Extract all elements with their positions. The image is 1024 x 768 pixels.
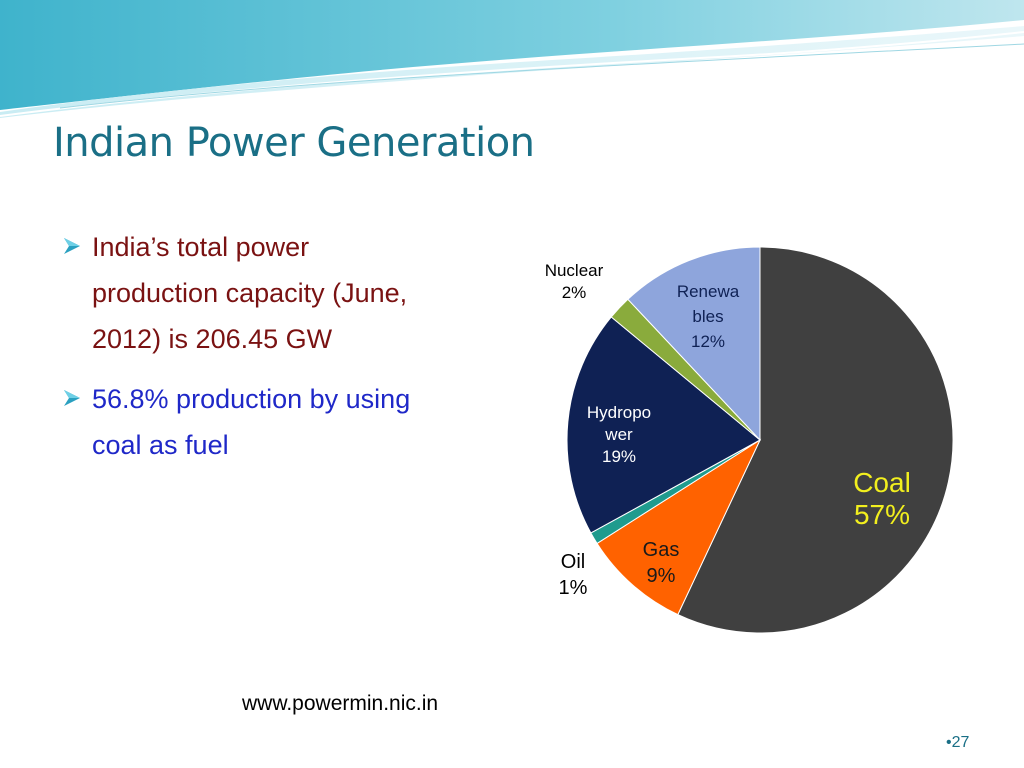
power-generation-pie-chart: Coal 57% Gas 9% Oil 1% Hydropo wer 19% Nuclear 2% R… — [545, 246, 954, 634]
pie-slice-gas — [596, 438, 762, 616]
data-label-oil: Oil 1% — [559, 551, 588, 599]
bullet-text-capacity: India’s total power production capacity … — [92, 232, 408, 354]
pie-slice-renewables — [627, 246, 761, 442]
bullet-capacity: India’s total power production capacity … — [62, 224, 442, 362]
pie-slice-coal — [677, 246, 954, 634]
data-label-nuclear: Nuclear 2% — [545, 261, 604, 302]
pie-slice-hydropower — [566, 316, 761, 534]
source-url: www.powermin.nic.in — [242, 692, 439, 715]
data-label-renewables: Renewa bles 12% — [677, 282, 740, 351]
header-wave-decoration — [0, 0, 1024, 118]
data-label-gas: Gas 9% — [643, 539, 680, 587]
data-label-hydropower: Hydropo wer 19% — [587, 403, 651, 466]
slide-title: Indian Power Generation — [53, 120, 535, 166]
arrow-bullet-icon — [64, 238, 80, 254]
slide-number: •27 — [946, 734, 970, 751]
bullet-list: India’s total power production capacity … — [62, 224, 442, 482]
bullet-coal: 56.8% production by using coal as fuel — [62, 376, 442, 468]
arrow-bullet-icon — [64, 390, 80, 406]
bullet-text-coal: 56.8% production by using coal as fuel — [92, 384, 411, 460]
data-label-coal: Coal 57% — [853, 467, 911, 530]
